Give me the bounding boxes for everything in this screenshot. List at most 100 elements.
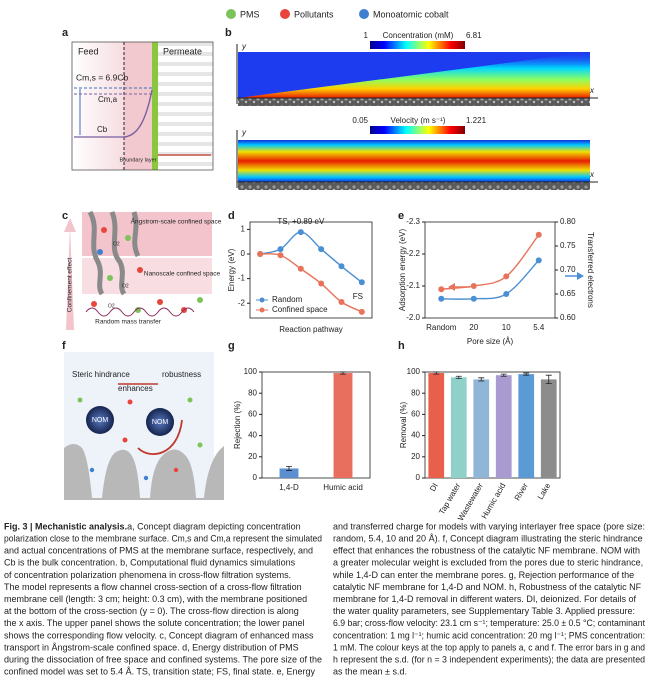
permeate-region [158, 42, 213, 170]
point [277, 246, 284, 253]
y-tick-label: 100 [244, 367, 258, 376]
plot-frame [261, 371, 371, 479]
y2-tick-label: 0.70 [560, 265, 576, 274]
legend-label: Confined space [272, 305, 328, 314]
arrow-head [64, 218, 76, 232]
caption-line: confined model was set to 5.4 Å. TS, tra… [4, 667, 315, 677]
caption-line: polarization close to the membrane surfa… [4, 533, 322, 543]
arrow [137, 419, 183, 455]
label: robustness [162, 370, 201, 379]
membrane [238, 98, 590, 106]
caption-line: while 1,4-D can enter the membrane pores… [332, 570, 634, 580]
point [358, 308, 365, 315]
error-bar [455, 375, 462, 379]
label: Steric hindrance [72, 370, 130, 379]
label: Nanoscale confined space [144, 271, 221, 278]
heatmap [238, 140, 590, 182]
caption-line: the x axis. The upper panel shows the so… [4, 618, 305, 628]
y-tick-label: 80 [411, 388, 420, 397]
caption-line: and actual concentrations of PMS at the … [4, 546, 313, 556]
panel-f: f Steric hindrance enhances robustness N… [62, 340, 224, 500]
heatmap-layer [238, 52, 590, 98]
label: Cm,a [98, 95, 118, 104]
caption-line: effect that enhances the robustness of t… [333, 546, 640, 556]
point [438, 286, 445, 293]
error-bar [286, 465, 292, 471]
pore-wall [109, 211, 127, 296]
label: Confinement effect [67, 258, 74, 313]
plot-frame [249, 221, 373, 319]
axis-label: x [589, 86, 595, 95]
y2-axis-label: Transferred electrons [586, 232, 595, 308]
point [535, 257, 542, 264]
label: O2 [108, 303, 115, 309]
panel-letter: e [398, 210, 404, 222]
y-tick-label: 1 [241, 224, 246, 233]
frame [71, 41, 214, 171]
caption-line: of concentration polarization phenomena … [4, 570, 291, 580]
x-axis-label: Reaction pathway [279, 325, 343, 334]
band [82, 212, 212, 256]
x-tick-label: Tap water [437, 481, 462, 516]
colorbar-title: Concentration (mM) [383, 31, 454, 40]
series-line [260, 231, 363, 283]
x-axis-label: Pore size (Å) [467, 337, 514, 346]
point [277, 252, 284, 259]
x-tick-label: River [513, 481, 530, 502]
chart-g: g 0 20 40 60 80 100 Rejection (%) 1,4-D Humic aci… [228, 340, 371, 492]
nom [86, 406, 114, 434]
panel-b: b Concentration (mM) 1 6.81 y x Velocity… [225, 27, 598, 190]
x-tick-label: 1,4-D [279, 483, 299, 492]
axis-label: y [241, 42, 247, 51]
y-tick-label: -2.3 [406, 217, 420, 226]
panel-letter: d [228, 210, 235, 222]
caption-line: h represent the s.d. (for n = 3 independ… [333, 654, 645, 664]
panel-a: a Feed Permeate Cm,s = 6.9Cb Cm,a Cb Bou… [62, 27, 214, 171]
caption-line: shows the corresponding flow velocity. c… [4, 630, 314, 640]
error-bar [545, 374, 552, 385]
caption-line: the water quality parameters, see Supple… [333, 606, 635, 616]
point [470, 283, 477, 289]
caption-line: Cb is the bulk concentration. b, Computa… [4, 558, 296, 568]
caption-line: a, Concept diagram depicting concentrati… [127, 521, 301, 531]
x-tick-label: DI [428, 482, 440, 493]
plot-frame [424, 371, 561, 479]
y2-tick-label: 0.80 [560, 217, 576, 226]
y-axis-label: Adsorption energy (eV) [398, 229, 407, 312]
y-tick-label: 60 [411, 410, 420, 419]
colorbar-title: Velocity (m s⁻¹) [391, 116, 446, 125]
colorbar-label: 0.05 [352, 116, 368, 125]
caption-line: at the bottom of the cross-section (y = … [4, 606, 299, 616]
caption-line: as the mean ± s.d. [333, 667, 407, 677]
legend-marker [259, 297, 265, 303]
panel-letter: f [62, 340, 66, 352]
point [338, 263, 345, 270]
y-tick-label: 0 [253, 473, 258, 482]
caption-line: membrane cell (length: 3 cm; height: 0.3… [4, 594, 307, 604]
label: Ångstrom-scale confined space [131, 217, 222, 226]
y-tick-label: 20 [411, 452, 420, 461]
key-label: Pollutants [294, 9, 334, 19]
colorbar [370, 126, 465, 134]
bar [495, 375, 512, 478]
caption-line: The model represents a flow channel cros… [4, 582, 302, 592]
series-line [441, 259, 540, 300]
particles [91, 227, 203, 313]
caption-line: 1 mM. The colour keys at the top apply t… [333, 642, 645, 652]
y2-tick-label: 0.75 [560, 241, 576, 250]
key-label: PMS [240, 9, 260, 19]
caption-line: and transferred charge for models with v… [333, 521, 645, 531]
y-tick-label: -1 [238, 274, 246, 283]
caption-line: random, 5.4, 10 and 20 Å). f, Concept di… [333, 533, 643, 543]
panel-letter: g [228, 340, 235, 352]
x-tick-label: Random [426, 323, 457, 332]
caption-label: Fig. 3 | Mechanistic analysis. [4, 521, 127, 531]
y-axis-label: Rejection (%) [233, 401, 242, 449]
y-tick-label: -2 [238, 298, 246, 307]
series-line [441, 234, 540, 290]
boundary-region [124, 42, 152, 170]
y-axis-label: Energy (eV) [227, 248, 236, 291]
error-bar [433, 371, 440, 375]
chart-e: e -2.0 -2.1 -2.2 -2.3 0.60 0.65 0.70 0.75 0.80 Ads… [398, 210, 595, 346]
colorbar-label: 6.81 [466, 31, 482, 40]
